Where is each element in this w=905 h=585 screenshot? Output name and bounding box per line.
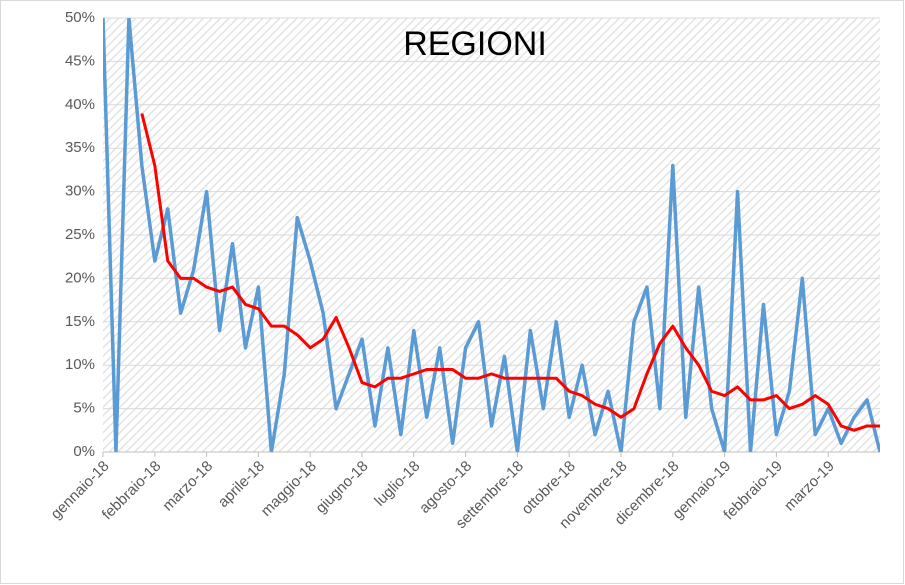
y-tick-label: 25% (65, 226, 95, 243)
y-tick-label: 40% (65, 96, 95, 113)
chart-title: REGIONI (403, 25, 547, 63)
y-tick-label: 0% (73, 443, 95, 460)
y-tick-label: 5% (73, 400, 95, 417)
y-tick-label: 30% (65, 183, 95, 200)
series-line (103, 18, 880, 452)
y-tick-label: 45% (65, 52, 95, 69)
y-tick-label: 20% (65, 269, 95, 286)
series-group (103, 18, 880, 452)
y-tick-label: 10% (65, 356, 95, 373)
y-tick-label: 35% (65, 139, 95, 156)
y-tick-label: 15% (65, 313, 95, 330)
y-tick-label: 50% (65, 9, 95, 26)
series-line (140, 113, 880, 432)
